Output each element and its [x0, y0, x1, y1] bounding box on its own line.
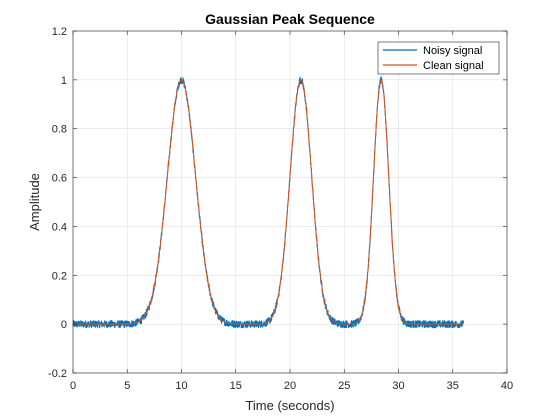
y-tick-label: 0 — [61, 319, 67, 331]
x-tick-label: 0 — [70, 380, 76, 392]
legend[interactable]: Noisy signal Clean signal — [377, 41, 500, 75]
x-tick-label: 15 — [230, 380, 242, 392]
x-tick-label: 30 — [392, 380, 404, 392]
legend-box — [377, 41, 500, 75]
x-tick-label: 25 — [338, 380, 350, 392]
y-tick-label: 0.8 — [52, 124, 67, 136]
series-layer — [72, 76, 465, 329]
y-tick-label: 1 — [61, 75, 67, 87]
y-tick-label: -0.2 — [48, 368, 67, 380]
y-tick-label: 0.4 — [52, 221, 67, 233]
x-tick-label: 35 — [447, 380, 459, 392]
ticks — [72, 30, 508, 374]
x-tick-label: 20 — [284, 380, 296, 392]
x-tick-label: 10 — [175, 380, 187, 392]
legend-label-clean: Clean signal — [423, 60, 484, 72]
x-axis-label: Time (seconds) — [245, 398, 334, 413]
x-tick-label: 40 — [501, 380, 513, 392]
legend-label-noisy: Noisy signal — [423, 45, 482, 57]
series-clean-signal — [73, 79, 464, 325]
x-tick-label: 5 — [124, 380, 130, 392]
y-axis-label: Amplitude — [27, 173, 42, 231]
chart-title: Gaussian Peak Sequence — [205, 11, 375, 27]
y-tick-label: 0.2 — [52, 270, 67, 282]
tick-labels: 0 5 10 15 20 25 30 35 40-0.200.20.40.60.811.2 — [48, 26, 513, 392]
y-tick-label: 0.6 — [52, 173, 67, 185]
y-tick-label: 1.2 — [52, 26, 67, 38]
